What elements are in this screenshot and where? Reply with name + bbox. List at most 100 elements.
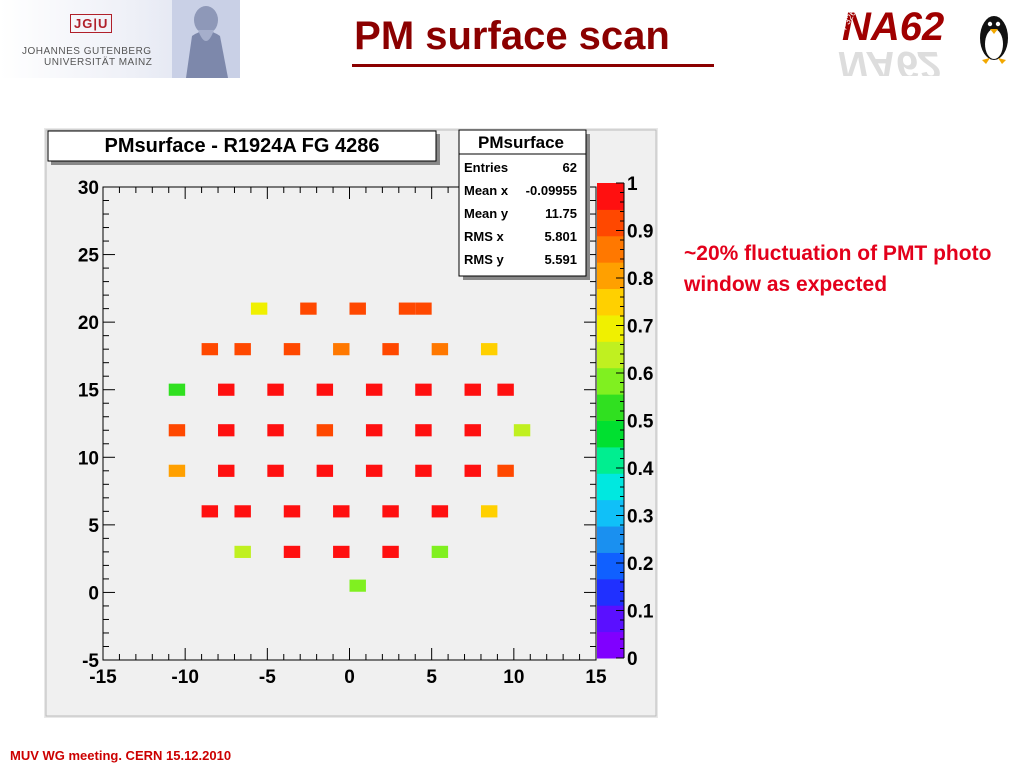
- palette-swatch: [597, 446, 624, 474]
- heatmap-bin: [382, 343, 399, 356]
- z-tick-label: 0.3: [627, 507, 653, 528]
- heatmap-bin: [316, 464, 334, 477]
- z-tick-label: 0.2: [627, 554, 653, 575]
- x-tick-label: -15: [89, 667, 117, 688]
- color-palette: 0 0.1 0.2 0.3 0.4 0.5 0.6 0.7 0.8 0.9 1: [597, 174, 654, 670]
- heatmap-bin: [398, 302, 416, 315]
- palette-swatch: [597, 288, 624, 316]
- palette-swatch: [597, 262, 624, 290]
- stats-row-label: RMS x: [464, 229, 505, 244]
- heatmap-bin: [513, 424, 531, 437]
- heatmap-bin: [283, 505, 301, 518]
- chart-title: PMsurface - R1924A FG 4286: [105, 135, 380, 157]
- heatmap-bin: [250, 302, 268, 315]
- jgu-logo-mark: JG|U: [70, 14, 113, 33]
- y-tick-label: -5: [82, 651, 99, 672]
- z-tick-label: 1: [627, 174, 638, 195]
- x-tick-label: 10: [503, 667, 524, 688]
- palette-swatch: [597, 367, 624, 395]
- heatmap-bin: [415, 424, 432, 437]
- heatmap-bin: [365, 383, 383, 396]
- palette-swatch: [597, 473, 624, 501]
- palette-swatch: [597, 605, 624, 633]
- heatmap-bin: [431, 545, 449, 558]
- heatmap-bin: [234, 545, 251, 558]
- stats-row-value: 5.591: [544, 252, 577, 267]
- palette-swatch: [597, 499, 624, 527]
- na62-logo-reflection: NA62: [838, 43, 940, 76]
- heatmap-bin: [283, 343, 301, 356]
- z-tick-label: 0.1: [627, 602, 654, 623]
- stats-row-value: 11.75: [545, 206, 577, 221]
- heatmap-bin: [431, 343, 449, 356]
- x-tick-label: -5: [259, 667, 276, 688]
- heatmap-bin: [234, 343, 251, 356]
- stats-row-value: -0.09955: [526, 183, 577, 198]
- palette-swatch: [597, 341, 624, 369]
- y-tick-label: 30: [78, 178, 99, 199]
- heatmap-bin: [497, 383, 514, 396]
- z-tick-label: 0.9: [627, 222, 653, 243]
- stats-row-value: 5.801: [544, 229, 577, 244]
- heatmap-bin: [234, 505, 251, 518]
- z-tick-label: 0.8: [627, 269, 653, 290]
- university-logo: JG|U JOHANNES GUTENBERG UNIVERSITÄT MAIN…: [0, 0, 240, 78]
- heatmap-bin: [201, 505, 219, 518]
- y-tick-label: 5: [88, 516, 99, 537]
- palette-swatch: [597, 631, 624, 659]
- x-tick-label: 5: [426, 667, 437, 688]
- heatmap-bin: [218, 424, 235, 437]
- title-box: [47, 130, 437, 162]
- university-name-line2: UNIVERSITÄT MAINZ: [44, 57, 153, 68]
- palette-swatch: [597, 183, 624, 210]
- palette-swatch: [597, 314, 624, 342]
- y-tick-label: 15: [78, 381, 100, 402]
- heatmap-bin: [316, 424, 334, 437]
- palette-swatch: [597, 209, 624, 237]
- z-tick-label: 0: [627, 649, 638, 670]
- x-tick-label: 0: [344, 667, 355, 688]
- stats-row-label: Mean x: [464, 183, 509, 198]
- heatmap-bin: [333, 505, 350, 518]
- heatmap-bin: [300, 302, 317, 315]
- annotation-text: ~20% fluctuation of PMT photo window as …: [684, 242, 992, 296]
- stats-row-value: 62: [563, 160, 577, 175]
- heatmap-bin: [333, 343, 350, 356]
- y-tick-label: 20: [78, 313, 99, 334]
- palette-swatch: [597, 526, 624, 553]
- axis-ticks: -15 -10 -5 0 5 10 15 -5 0 5 10 15 20 25 30: [78, 178, 607, 688]
- heatmap-bin: [267, 424, 284, 437]
- stats-name: PMsurface: [478, 133, 564, 152]
- heatmap-bin: [431, 505, 449, 518]
- heatmap-bin: [382, 545, 399, 558]
- palette-swatch: [597, 552, 624, 580]
- gutenberg-statue-image: [172, 0, 240, 78]
- palette-swatch: [597, 578, 624, 606]
- heatmap-bin: [480, 505, 498, 518]
- z-tick-label: 0.7: [627, 317, 653, 338]
- x-tick-label: -10: [171, 667, 198, 688]
- title-underline: [352, 64, 714, 67]
- heatmap-bin: [365, 464, 383, 477]
- stats-row-label: RMS y: [464, 252, 505, 267]
- y-tick-label: 25: [78, 246, 100, 267]
- heatmap-bin: [349, 302, 366, 315]
- heatmap-bin: [201, 343, 219, 356]
- slide-title: PM surface scan: [354, 14, 670, 58]
- palette-swatch: [597, 420, 624, 448]
- z-tick-label: 0.6: [627, 364, 653, 385]
- heatmap-bin: [168, 424, 186, 437]
- heatmap-bin: [365, 424, 383, 437]
- heatmap-bin: [267, 383, 284, 396]
- palette-swatch: [597, 394, 624, 421]
- heatmap-bin: [464, 383, 481, 396]
- heatmap-bin: [480, 343, 498, 356]
- penguin-icon: [980, 16, 1008, 64]
- z-tick-label: 0.5: [627, 412, 654, 433]
- footer-text: MUV WG meeting. CERN 15.12.2010: [10, 748, 232, 763]
- heatmap-bin: [415, 464, 432, 477]
- heatmap-bin: [267, 464, 284, 477]
- stats-row-label: Mean y: [464, 206, 509, 221]
- heatmap-bin: [333, 545, 350, 558]
